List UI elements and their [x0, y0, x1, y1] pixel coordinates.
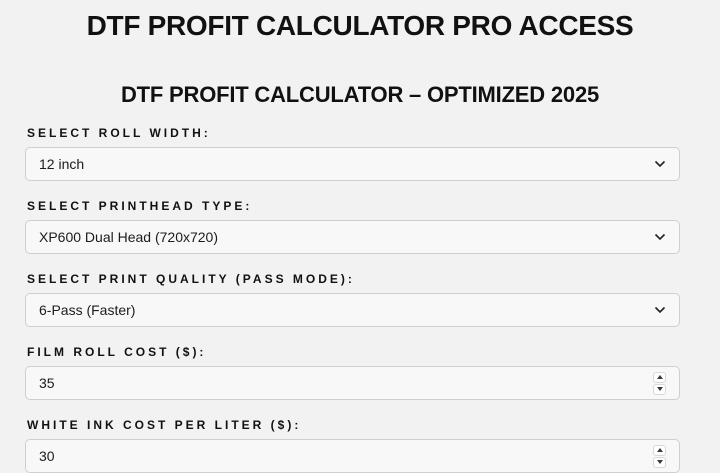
chevron-down-icon	[654, 233, 666, 241]
stepper-up-button[interactable]	[653, 444, 666, 456]
white-ink-cost-value: 30	[39, 448, 55, 465]
roll-width-selected-value: 12 inch	[39, 156, 85, 173]
film-roll-cost-input[interactable]: 35	[25, 366, 680, 401]
chevron-down-icon	[654, 306, 666, 314]
printhead-type-label: SELECT PRINTHEAD TYPE:	[27, 199, 253, 214]
roll-width-label: SELECT ROLL WIDTH:	[27, 126, 211, 141]
roll-width-select[interactable]: 12 inch	[25, 147, 680, 182]
stepper-up-button[interactable]	[653, 371, 666, 383]
printhead-type-select[interactable]: XP600 Dual Head (720x720)	[25, 220, 680, 255]
calculator-form: SELECT ROLL WIDTH: 12 inch SELECT PRINTH…	[25, 127, 680, 473]
stepper-down-button[interactable]	[653, 383, 666, 395]
print-quality-select[interactable]: 6-Pass (Faster)	[25, 293, 680, 328]
printhead-type-selected-value: XP600 Dual Head (720x720)	[39, 229, 219, 246]
page-subtitle: DTF PROFIT CALCULATOR – OPTIMIZED 2025	[120, 82, 600, 108]
page-title: DTF PROFIT CALCULATOR PRO ACCESS	[86, 10, 634, 41]
chevron-down-icon	[654, 160, 666, 168]
print-quality-selected-value: 6-Pass (Faster)	[39, 302, 136, 319]
film-roll-cost-value: 35	[39, 375, 55, 392]
print-quality-label: SELECT PRINT QUALITY (PASS MODE):	[27, 272, 355, 287]
stepper-down-button[interactable]	[653, 456, 666, 468]
film-roll-cost-label: FILM ROLL COST ($):	[27, 345, 207, 360]
stepper-up-down-icon[interactable]	[653, 444, 666, 468]
white-ink-cost-label: WHITE INK COST PER LITER ($):	[27, 418, 302, 433]
white-ink-cost-input[interactable]: 30	[25, 439, 680, 473]
stepper-up-down-icon[interactable]	[653, 371, 666, 395]
